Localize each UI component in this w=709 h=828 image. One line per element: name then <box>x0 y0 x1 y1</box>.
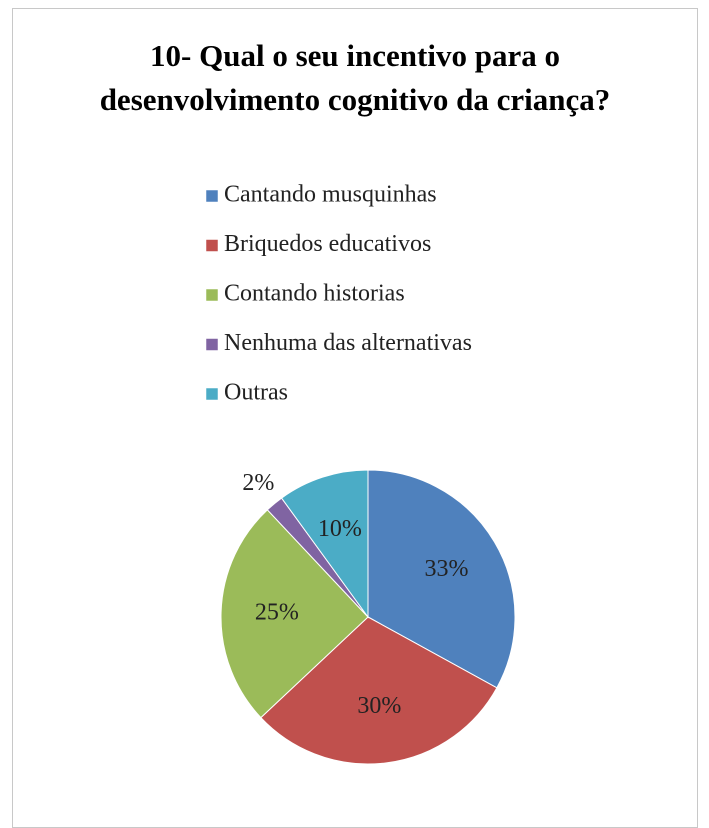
legend-swatch <box>205 239 219 252</box>
pie-slice <box>367 469 516 689</box>
legend-swatch <box>205 338 219 351</box>
legend-swatch <box>205 189 219 203</box>
data-label: 33% <box>424 556 468 582</box>
pie-slice <box>220 509 369 719</box>
legend-label: Outras <box>224 380 288 406</box>
legend-label: Contando historias <box>224 281 405 307</box>
data-label: 2% <box>242 470 274 496</box>
legend-label: Cantando musquinhas <box>224 182 437 208</box>
pie-slice <box>260 616 498 765</box>
legend-label: Nenhuma das alternativas <box>224 330 472 356</box>
data-label: 25% <box>255 600 299 626</box>
legend-swatch <box>205 288 219 302</box>
pie-slice <box>280 469 369 619</box>
chart-title: 10- Qual o seu incentivo para o desenvol… <box>99 38 611 117</box>
data-label: 30% <box>357 693 401 719</box>
legend-swatch <box>205 387 219 401</box>
data-label: 10% <box>318 516 362 542</box>
legend-label: Briquedos educativos <box>224 231 431 257</box>
